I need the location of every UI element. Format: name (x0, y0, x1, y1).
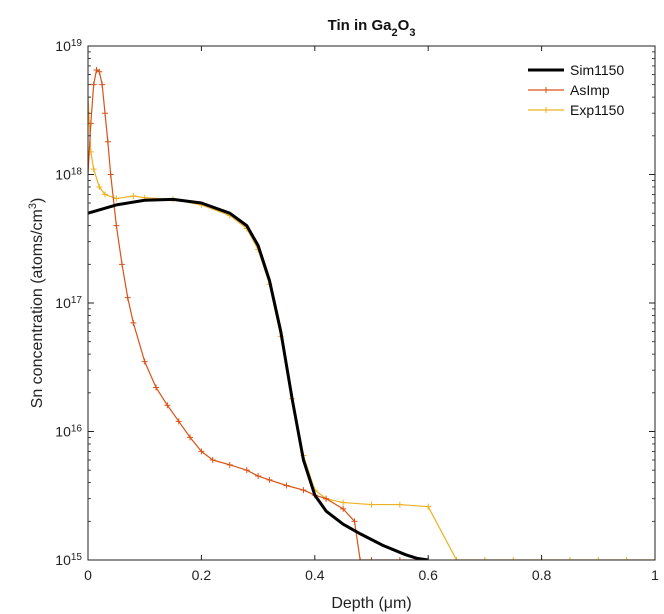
x-axis: 0 0.2 0.4 0.6 0.8 1 (84, 46, 659, 583)
data-point (88, 120, 94, 127)
data-point (141, 358, 148, 365)
data-point (510, 557, 517, 560)
series-layer (88, 67, 655, 560)
y-tick-label: 1016 (55, 423, 82, 440)
data-point (102, 110, 109, 117)
data-point (226, 461, 233, 468)
data-point (357, 557, 364, 560)
data-point (566, 557, 573, 560)
data-point (130, 193, 137, 200)
data-point (266, 476, 273, 483)
data-point (351, 518, 358, 525)
data-point (187, 434, 194, 441)
data-point (396, 501, 403, 508)
data-point (595, 557, 602, 560)
data-point (368, 501, 375, 508)
data-point (323, 495, 330, 502)
data-point (623, 557, 630, 560)
x-axis-label: Depth (μm) (331, 595, 411, 612)
legend-marker (543, 107, 549, 113)
legend-marker (543, 87, 549, 93)
data-point (153, 384, 160, 391)
legend-label: Exp1150 (570, 102, 624, 118)
data-point (124, 294, 131, 301)
legend: Sim1150 AsImp Exp1150 (528, 62, 624, 118)
data-point (102, 191, 109, 198)
data-point (340, 499, 347, 506)
data-point (396, 557, 403, 560)
series-asimp (88, 67, 432, 560)
x-tick-label: 0.6 (418, 567, 438, 583)
y-tick-label: 1019 (55, 38, 82, 55)
data-point (175, 418, 182, 425)
series-line (88, 197, 429, 560)
y-axis: 1015 1016 1017 1018 1019 (55, 38, 655, 569)
data-point (340, 505, 347, 512)
data-point (113, 195, 120, 202)
data-point (300, 487, 307, 494)
x-tick-label: 1 (651, 567, 659, 583)
legend-item: Exp1150 (528, 102, 624, 118)
data-point (209, 457, 216, 464)
data-point (99, 81, 106, 88)
legend-item: Sim1150 (528, 62, 624, 78)
data-point (368, 557, 375, 560)
data-point (425, 503, 432, 510)
data-point (90, 166, 97, 173)
data-point (198, 448, 205, 455)
legend-label: AsImp (570, 82, 610, 98)
data-point (119, 261, 126, 268)
data-point (113, 222, 120, 229)
data-point (107, 171, 114, 178)
x-tick-label: 0.4 (305, 567, 325, 583)
x-tick-label: 0 (84, 567, 92, 583)
series-sim1150 (88, 197, 429, 560)
chart-title: Tin in Ga2O3 (328, 17, 416, 39)
data-point (255, 473, 262, 480)
y-tick-label: 1017 (55, 295, 82, 312)
data-point (96, 183, 103, 190)
y-axis-label: Sn concentration (atoms/cm3) (27, 198, 46, 409)
y-tick-label: 1018 (55, 166, 82, 183)
legend-item: AsImp (528, 82, 610, 98)
data-point (481, 557, 488, 560)
legend-label: Sim1150 (570, 62, 624, 78)
data-point (104, 138, 111, 145)
y-tick-label: 1015 (55, 552, 82, 569)
data-point (96, 68, 103, 75)
data-point (453, 557, 460, 560)
data-point (164, 402, 171, 409)
data-point (283, 482, 290, 489)
series-line (88, 69, 429, 560)
x-tick-label: 0.2 (192, 567, 212, 583)
data-point (130, 319, 137, 326)
x-tick-label: 0.8 (532, 567, 552, 583)
data-point (90, 81, 97, 88)
data-point (243, 467, 250, 474)
